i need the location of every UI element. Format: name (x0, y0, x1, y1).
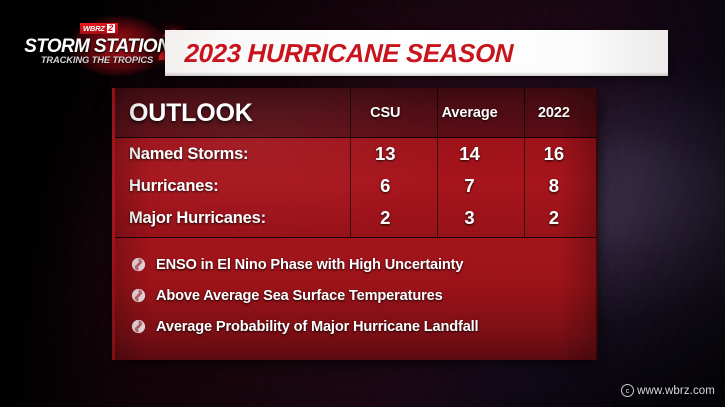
badge-channel-number: 2 (106, 23, 115, 33)
page-title: 2023 HURRICANE SEASON (184, 37, 514, 68)
list-item: ENSO in El Nino Phase with High Uncertai… (131, 250, 596, 279)
row-value-csu: 6 (380, 175, 391, 196)
outlook-notes-list: ENSO in El Nino Phase with High Uncertai… (115, 240, 596, 360)
watermark-url: www.wbrz.com (637, 384, 715, 397)
outlook-panel: OUTLOOK CSU Average 2022 Named Storms: 1… (112, 88, 598, 360)
row-label: Major Hurricanes: (129, 208, 266, 227)
panel-right-edge (596, 88, 598, 360)
row-value-2022: 8 (548, 175, 560, 196)
table-header-2022: 2022 (537, 105, 570, 121)
watermark: c www.wbrz.com (621, 384, 715, 397)
table-row: Named Storms: 13 14 16 (115, 138, 596, 170)
list-item: Above Average Sea Surface Temperatures (131, 281, 596, 310)
logo-tagline: TRACKING THE TROPICS (40, 55, 154, 66)
list-item: Average Probability of Major Hurricane L… (131, 312, 596, 341)
column-divider-3-body (524, 138, 525, 238)
logo-main-title: STORM STATION (24, 35, 171, 57)
hurricane-icon (131, 319, 146, 334)
table-body: Named Storms: 13 14 16 Hurricanes: 6 7 8… (115, 138, 596, 238)
outlook-table: OUTLOOK CSU Average 2022 Named Storms: 1… (115, 88, 596, 240)
table-header-average: Average (441, 105, 498, 121)
panel-left-accent-edge (112, 88, 115, 360)
table-row: Hurricanes: 6 7 8 (115, 170, 596, 202)
row-value-csu: 13 (374, 143, 396, 164)
list-item-label: Average Probability of Major Hurricane L… (156, 318, 479, 335)
column-divider-1 (350, 88, 351, 138)
table-row: Major Hurricanes: 2 3 2 (115, 202, 596, 234)
row-value-average: 7 (464, 175, 475, 196)
column-divider-1-body (350, 138, 351, 238)
row-label: Named Storms: (129, 144, 249, 163)
copyright-icon: c (621, 384, 635, 397)
badge-network-label: WBRZ (83, 24, 105, 33)
row-value-average: 14 (459, 143, 480, 164)
headline-bar: 2023 HURRICANE SEASON (165, 30, 668, 76)
hurricane-icon (131, 257, 146, 272)
table-header-row: OUTLOOK CSU Average 2022 (115, 88, 596, 138)
station-logo: 2 WBRZ 2 STORM STATION TRACKING THE TROP… (22, 16, 183, 76)
list-item-label: ENSO in El Nino Phase with High Uncertai… (156, 256, 464, 273)
column-divider-2 (437, 88, 438, 138)
row-value-average: 3 (464, 207, 475, 228)
table-header-csu: CSU (370, 105, 401, 121)
column-divider-3 (524, 88, 525, 138)
list-item-label: Above Average Sea Surface Temperatures (156, 287, 443, 304)
table-header-outlook: OUTLOOK (129, 98, 253, 127)
row-value-csu: 2 (380, 207, 391, 228)
column-divider-2-body (437, 138, 438, 238)
row-value-2022: 2 (548, 207, 560, 228)
hurricane-icon (131, 288, 146, 303)
wbrz-channel-badge: WBRZ 2 (80, 23, 118, 34)
row-label: Hurricanes: (129, 176, 219, 195)
row-value-2022: 16 (543, 143, 565, 164)
